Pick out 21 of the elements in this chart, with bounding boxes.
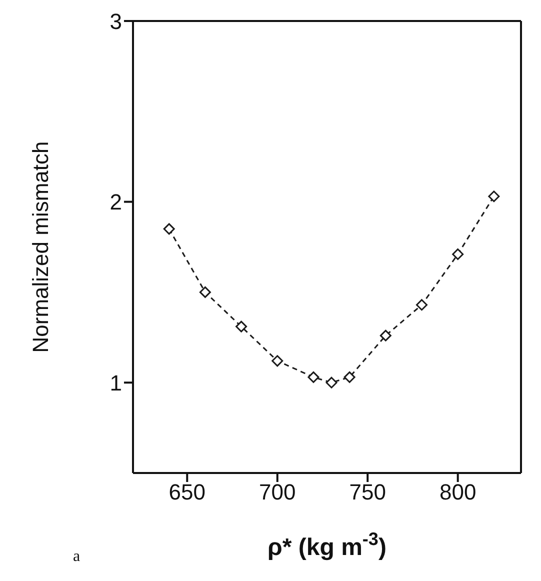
point [344, 371, 356, 383]
x-tick-label: 650 [168, 480, 206, 505]
point [326, 376, 338, 388]
y-tick-label: 1 [110, 370, 122, 396]
x-tick-label: 750 [349, 480, 386, 505]
y-tick-label: 3 [110, 8, 122, 34]
x-tick-label: 700 [259, 480, 296, 505]
y-axis-title: Normalized mismatch [28, 141, 53, 353]
point [452, 248, 464, 260]
point [416, 299, 428, 311]
point [272, 355, 284, 367]
text: a [73, 548, 80, 566]
point [380, 330, 392, 342]
y-tick-label: 2 [110, 190, 122, 215]
x-tick-label: 800 [439, 480, 476, 505]
x-axis-title: ρ* (kg m$^{-3}$) [268, 529, 386, 561]
point [163, 223, 175, 235]
point [488, 190, 500, 202]
point [308, 371, 320, 383]
point [199, 286, 211, 298]
point [236, 320, 248, 332]
